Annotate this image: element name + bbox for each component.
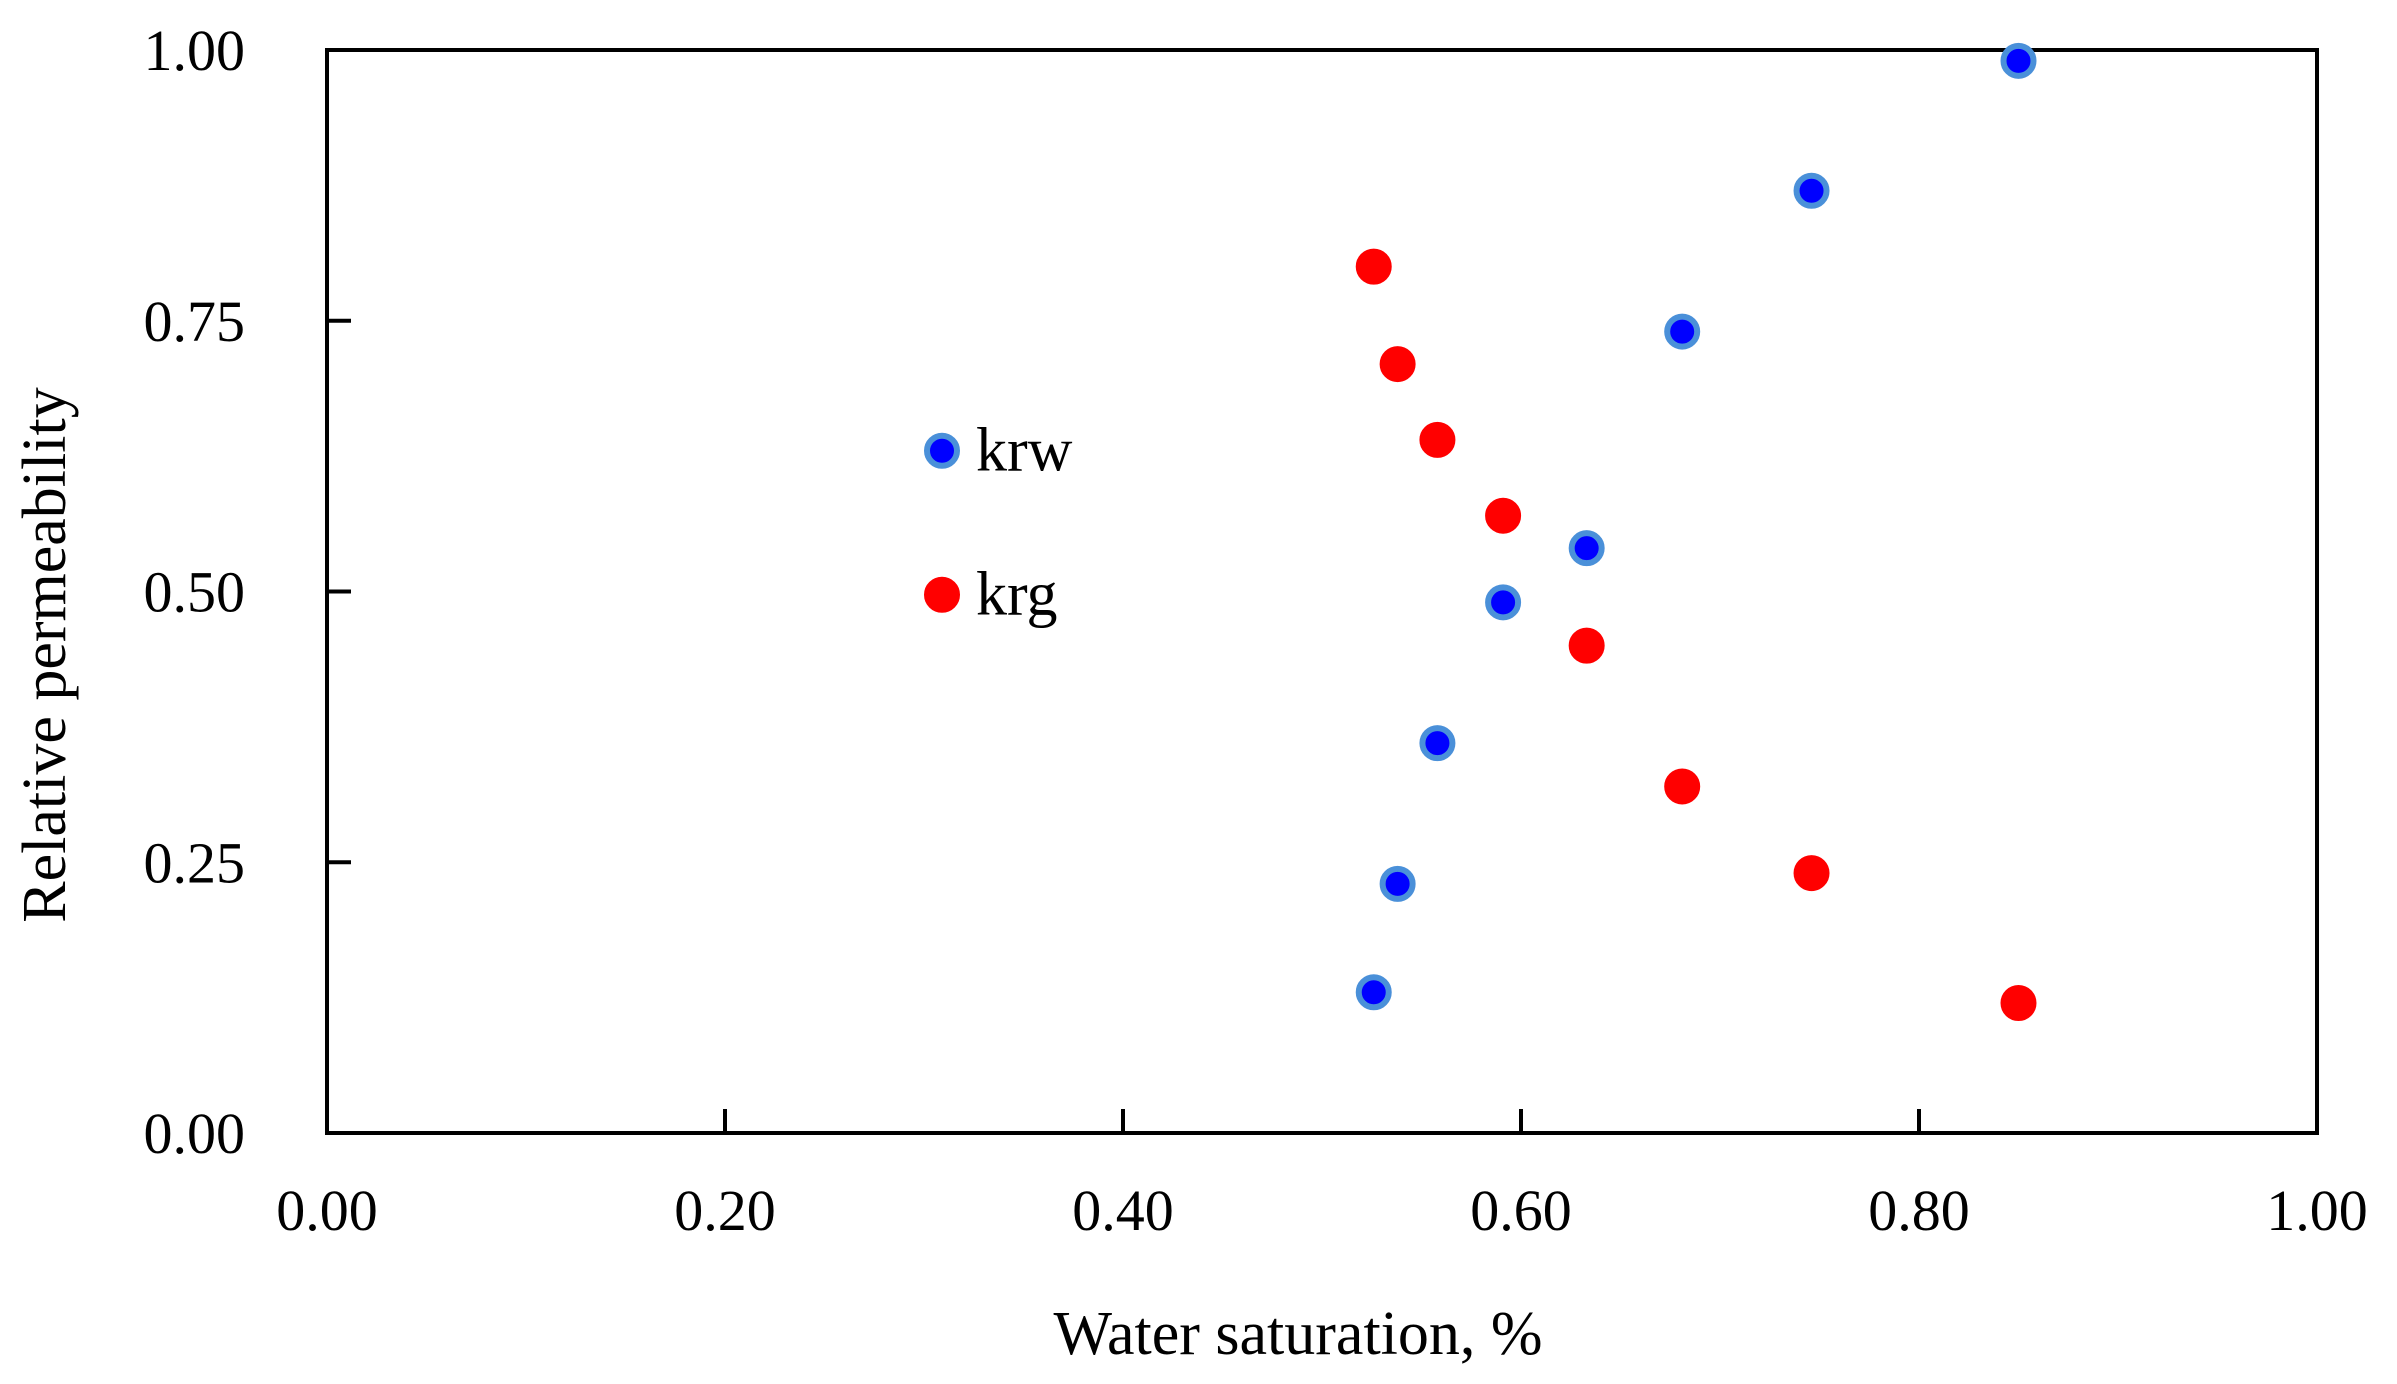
data-point-krg xyxy=(1485,497,1522,534)
data-point-krg xyxy=(2000,985,2037,1022)
data-point-krg xyxy=(1355,248,1392,285)
data-point-krg xyxy=(1664,768,1701,805)
x-tick-label: 1.00 xyxy=(2266,1178,2368,1243)
x-tick-label: 0.40 xyxy=(1072,1178,1174,1243)
legend-marker-krw xyxy=(924,432,960,469)
y-tick-label: 0.75 xyxy=(144,289,246,354)
x-tick-label: 0.80 xyxy=(1868,1178,1970,1243)
data-point-krw xyxy=(1419,725,1456,762)
data-point-krw xyxy=(1379,865,1416,902)
data-point-krg xyxy=(1419,421,1456,458)
data-point-krg xyxy=(1793,855,1830,892)
legend-marker-krg xyxy=(924,576,960,613)
data-point-krw xyxy=(1355,974,1392,1011)
data-point-krw xyxy=(1664,313,1701,350)
y-axis: 0.00 0.25 0.50 0.75 1.00 xyxy=(144,18,351,1166)
legend-label-krw: krw xyxy=(976,417,1073,485)
data-point-krg xyxy=(1568,627,1605,664)
data-point-krw xyxy=(1568,530,1605,567)
x-tick-label: 0.00 xyxy=(276,1178,378,1243)
y-tick-label: 0.50 xyxy=(144,560,246,625)
y-tick-label: 0.25 xyxy=(144,830,246,895)
legend: krw krg xyxy=(924,417,1073,629)
data-point-krw xyxy=(1485,584,1522,621)
data-point-krw xyxy=(1793,172,1830,209)
y-tick-label: 1.00 xyxy=(144,18,246,83)
y-tick-label: 0.00 xyxy=(144,1101,246,1166)
x-axis: 0.00 0.20 0.40 0.60 0.80 1.00 xyxy=(276,1109,2368,1243)
series-krw xyxy=(1355,42,2037,1011)
x-axis-title: Water saturation, % xyxy=(1053,1300,1542,1368)
series-krg xyxy=(1355,248,2037,1022)
x-tick-label: 0.60 xyxy=(1470,1178,1572,1243)
y-axis-title: Relative permeability xyxy=(11,387,79,922)
series-layer xyxy=(1355,42,2037,1022)
data-point-krw xyxy=(2000,42,2037,79)
x-tick-label: 0.20 xyxy=(674,1178,776,1243)
data-point-krg xyxy=(1379,346,1416,383)
legend-label-krg: krg xyxy=(976,561,1058,629)
